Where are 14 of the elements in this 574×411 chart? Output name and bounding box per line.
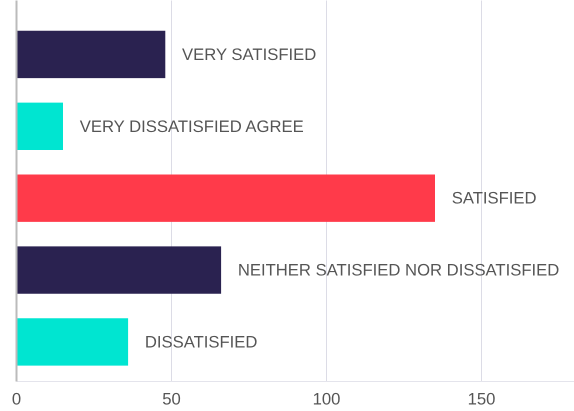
bar (16, 174, 435, 222)
x-tick-label: 100 (312, 390, 340, 408)
x-tick-label: 0 (12, 390, 22, 408)
bar (16, 30, 166, 78)
x-tick-label: 50 (162, 390, 181, 408)
bar (16, 102, 63, 150)
bar (16, 318, 128, 366)
y-tick-label: VERY SATISFIED (182, 44, 316, 64)
y-tick-label: DISSATISFIED (144, 332, 258, 352)
x-tick-label: 150 (468, 390, 496, 408)
y-tick-label: VERY DISSATISFIED AGREE (80, 116, 304, 136)
y-tick-label: SATISFIED (452, 188, 537, 208)
y-tick-label: NEITHER SATISFIED NOR DISSATISFIED (238, 260, 560, 280)
bar (16, 246, 222, 294)
